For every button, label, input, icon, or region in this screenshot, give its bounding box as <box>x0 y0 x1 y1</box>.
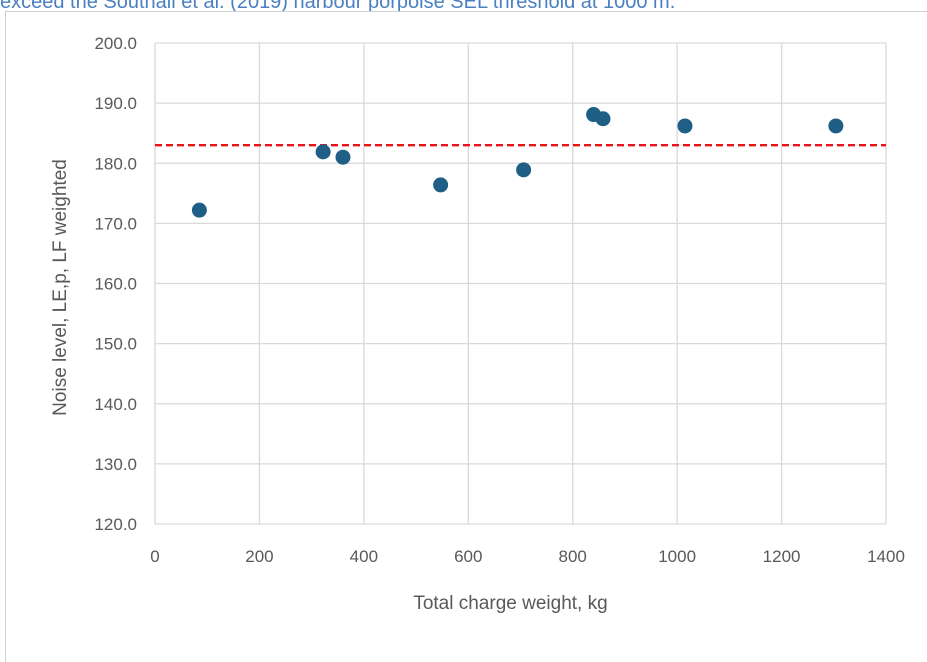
y-tick-label: 140.0 <box>94 395 137 414</box>
data-point <box>335 149 351 165</box>
x-axis-title: Total charge weight, kg <box>413 593 607 614</box>
data-point <box>595 111 611 127</box>
y-axis-title: Noise level, LE,p, LF weighted <box>50 159 71 416</box>
data-point <box>191 202 207 218</box>
data-point <box>516 162 532 178</box>
x-tick-label: 1200 <box>763 547 801 566</box>
x-tick-label: 1000 <box>658 547 696 566</box>
y-tick-label: 180.0 <box>94 154 137 173</box>
caption-text: exceed the Southall et al. (2019) harbou… <box>0 0 676 13</box>
x-tick-label: 600 <box>454 547 482 566</box>
y-tick-label: 150.0 <box>94 335 137 354</box>
data-point <box>828 118 844 134</box>
y-tick-label: 130.0 <box>94 455 137 474</box>
y-tick-label: 160.0 <box>94 275 137 294</box>
x-tick-label: 400 <box>350 547 378 566</box>
y-tick-label: 170.0 <box>94 214 137 233</box>
ticks-layer: 200.0 190.0 180.0 170.0 160.0 150.0 140.0 130.0… <box>94 34 904 566</box>
points-layer <box>191 107 844 218</box>
y-tick-label: 190.0 <box>94 94 137 113</box>
y-tick-label: 120.0 <box>94 515 137 534</box>
data-point <box>433 177 449 193</box>
x-tick-label: 0 <box>150 547 159 566</box>
data-point <box>315 144 331 160</box>
scatter-chart: 200.0 190.0 180.0 170.0 160.0 150.0 140.0 130.0… <box>50 34 905 614</box>
x-tick-label: 200 <box>245 547 273 566</box>
data-point <box>677 118 693 134</box>
x-tick-label: 800 <box>559 547 587 566</box>
grid-layer <box>154 42 887 525</box>
x-tick-label: 1400 <box>867 547 905 566</box>
chart-frame <box>5 11 927 662</box>
y-tick-label: 200.0 <box>94 34 137 53</box>
